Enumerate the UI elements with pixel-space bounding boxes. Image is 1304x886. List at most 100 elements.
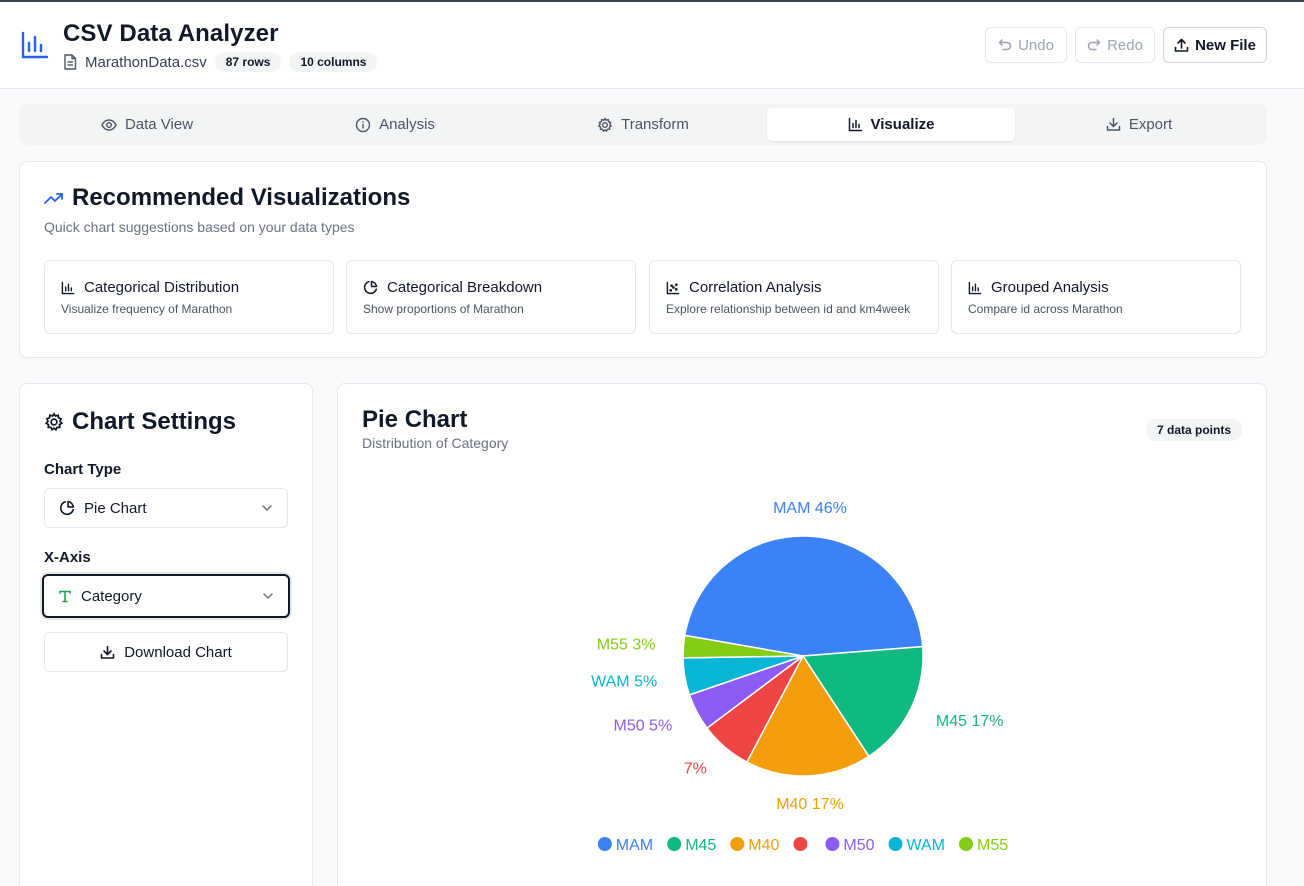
gear-icon [44,412,64,432]
pie-slice-m55[interactable] [682,634,804,659]
recommended-title: Recommended Visualizations [44,184,410,212]
x-axis-label: X-Axis [44,549,91,566]
legend-label: M40 [748,837,779,854]
tab-label: Visualize [870,116,935,133]
pie-chart: MAM 46% M45 17% M40 17% 7% M50 5% WAM 5% M55 3… [591,500,1008,854]
legend-item[interactable]: M55 [959,837,1008,854]
recommendation-description: Explore relationship between id and km4w… [666,302,911,316]
legend-item[interactable]: M50 [825,837,875,854]
chevron-down-icon [262,505,272,511]
tab-visualize[interactable]: Visualize [767,108,1015,141]
pie-slice-m45[interactable] [801,645,924,758]
pie-chart-icon [59,500,75,516]
recommended-visualizations-card: Recommended Visualizations Quick chart s… [19,161,1267,358]
recommendation-title-text: Categorical Breakdown [387,279,543,296]
recommendation-title: Categorical Breakdown [363,279,542,296]
pie-label: M55 3% [597,636,656,653]
tab-transform[interactable]: Transform [519,108,767,141]
chart-settings-title: Chart Settings [44,408,236,436]
columns-badge: 10 columns [289,52,378,72]
legend-item[interactable]: WAM [888,837,946,854]
legend-label: MAM [616,837,653,854]
download-chart-button[interactable]: Download Chart [44,632,288,672]
pie-label: WAM 5% [591,673,657,690]
recommendation-description: Compare id across Marathon [968,302,1123,316]
recommendation-categorical-breakdown[interactable]: Categorical Breakdown Show proportions o… [346,260,636,334]
chart-type-label: Chart Type [44,461,122,478]
eye-icon [101,118,117,131]
info-icon [355,117,371,132]
legend-swatch [730,837,745,851]
legend-swatch [667,837,682,851]
download-icon [1106,117,1121,131]
main-tabs: Data View Analysis Transform Visualize E… [19,104,1267,145]
window-top-border [0,0,1304,2]
pie-slice-mam[interactable] [683,535,924,657]
recommendation-title: Categorical Distribution [61,279,239,296]
legend-label: M45 [685,837,716,854]
pie-labels: MAM 46% M45 17% M40 17% 7% M50 5% WAM 5% M55 3… [591,500,1003,813]
chart-panel-title: Pie Chart [362,406,468,433]
tab-data-view[interactable]: Data View [23,108,271,141]
legend-label: M55 [977,837,1008,854]
recommendation-description: Visualize frequency of Marathon [61,302,233,316]
bar-chart-icon [848,117,862,132]
recommendation-grouped-analysis[interactable]: Grouped Analysis Compare id across Marat… [951,260,1241,334]
undo-label: Undo [1018,36,1054,54]
x-axis-value: Category [81,587,142,605]
pie-label: MAM 46% [773,500,847,517]
bar-chart-icon [61,281,75,294]
pie-chart-icon [363,280,378,295]
legend-swatch [597,837,612,851]
legend-item[interactable]: M45 [667,837,716,854]
chart-type-select[interactable]: Pie Chart [44,488,288,528]
recommendation-description: Show proportions of Marathon [363,302,524,316]
legend-item[interactable] [793,837,808,851]
redo-icon [1087,39,1101,51]
chart-settings-card: Chart Settings Chart Type Pie Chart X-Ax… [19,383,313,886]
pie-label: 7% [684,761,707,778]
recommendation-title-text: Categorical Distribution [84,279,240,296]
pie-label: M50 5% [613,717,672,734]
chevron-down-icon [263,593,273,599]
new-file-button[interactable]: New File [1163,27,1267,63]
recommendation-categorical-distribution[interactable]: Categorical Distribution Visualize frequ… [44,260,334,334]
download-icon [100,645,115,659]
recommendation-title-text: Grouped Analysis [991,279,1109,296]
text-type-icon [59,590,71,603]
upload-icon [1174,38,1189,52]
tab-export[interactable]: Export [1015,108,1263,141]
recommendation-title: Grouped Analysis [968,279,1109,296]
recommendation-correlation-analysis[interactable]: Correlation Analysis Explore relationshi… [649,260,939,334]
recommended-subtitle: Quick chart suggestions based on your da… [44,219,355,235]
tab-label: Export [1128,116,1173,133]
tab-analysis[interactable]: Analysis [271,108,519,141]
chart-type-value: Pie Chart [84,499,147,517]
x-axis-select[interactable]: Category [42,574,290,618]
legend-swatch [959,837,973,851]
bar-chart-logo-icon [21,31,49,59]
legend-label: WAM [907,837,946,854]
legend-label: M50 [843,837,874,854]
tab-label: Data View [124,116,194,133]
file-info: MarathonData.csv 87 rows 10 columns [63,52,378,72]
gear-icon [597,116,613,132]
pie-slice-m40[interactable] [745,654,870,777]
chart-panel-subtitle: Distribution of Category [362,435,509,451]
download-chart-label: Download Chart [124,643,232,661]
tab-label: Analysis [379,116,435,133]
bar-chart-icon [968,281,982,294]
legend-swatch [793,837,808,851]
new-file-label: New File [1195,36,1256,54]
rows-badge: 87 rows [214,52,282,72]
legend-item[interactable]: M40 [730,837,780,854]
pie-label: M40 17% [776,796,844,813]
file-name: MarathonData.csv [85,53,207,71]
chart-settings-title-text: Chart Settings [72,408,237,435]
undo-button[interactable]: Undo [985,27,1067,63]
scatter-chart-icon [666,281,680,294]
trending-up-icon [44,193,63,204]
tab-label: Transform [621,116,689,133]
legend-item[interactable]: MAM [597,837,653,854]
redo-button[interactable]: Redo [1075,27,1155,63]
